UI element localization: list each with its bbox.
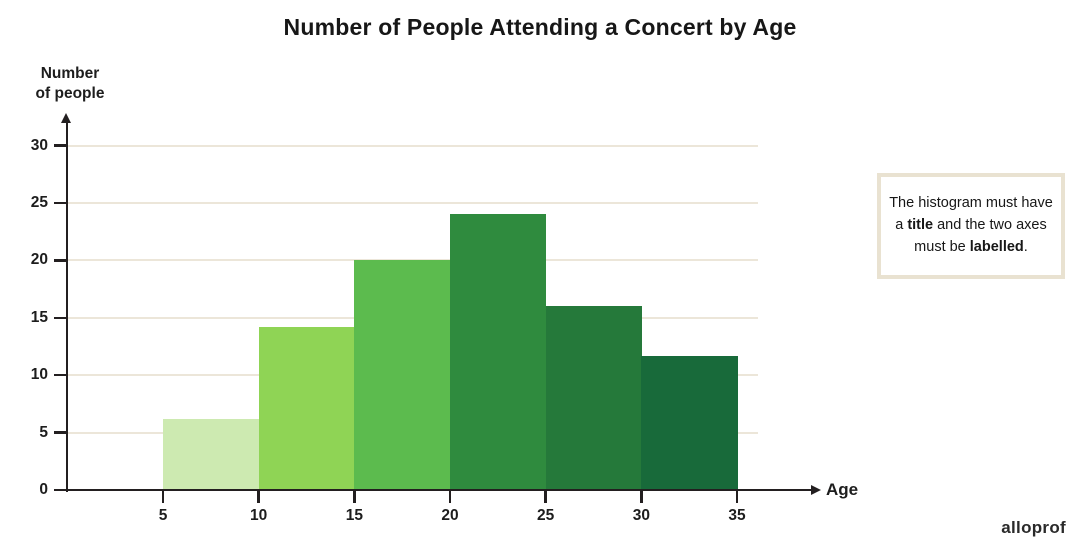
y-axis-line: [65, 122, 69, 492]
x-tick-label: 10: [250, 507, 268, 524]
x-tick-mark: [735, 491, 739, 503]
y-axis-arrow-icon: [61, 113, 72, 123]
y-tick-label: 0: [39, 481, 48, 498]
y-tick-mark: [54, 201, 67, 205]
chart-title: Number of People Attending a Concert by …: [283, 14, 797, 40]
y-tick-label: 5: [39, 423, 48, 441]
x-axis-label: Age: [826, 480, 859, 499]
y-axis-label: Number of people: [20, 64, 120, 105]
y-tick-mark: [54, 259, 67, 262]
x-tick-mark: [544, 491, 547, 503]
gridline: [67, 144, 758, 147]
y-tick-label: 10: [30, 366, 48, 384]
y-tick-label: 15: [30, 308, 48, 326]
x-tick-mark: [448, 491, 452, 503]
x-tick-mark: [161, 491, 165, 503]
x-tick-label: 25: [537, 507, 555, 524]
y-tick-label: 20: [30, 251, 48, 269]
x-tick-mark: [353, 491, 356, 503]
y-tick-mark: [54, 488, 67, 492]
x-tick-label: 15: [345, 507, 363, 524]
x-axis-arrow-icon: [811, 484, 821, 495]
y-tick-label: 30: [30, 136, 48, 154]
histogram-bar: [354, 260, 451, 490]
y-axis-label-line1: Number: [40, 65, 100, 82]
y-tick-mark: [54, 431, 67, 434]
histogram-bar: [163, 418, 260, 490]
y-tick-mark: [54, 373, 67, 377]
x-tick-label: 5: [158, 507, 168, 524]
histogram-bar: [641, 355, 738, 490]
histogram-bar: [545, 306, 642, 490]
y-tick-label: 25: [30, 194, 48, 211]
histogram-bar: [258, 326, 355, 490]
y-tick-mark: [54, 144, 67, 147]
note-text: The histogram must have a title and the …: [889, 195, 1053, 255]
x-axis-line: [65, 488, 811, 492]
histogram-bar: [450, 214, 547, 490]
y-tick-mark: [54, 316, 67, 320]
x-tick-label: 20: [441, 507, 459, 524]
x-tick-label: 35: [728, 507, 746, 524]
x-tick-mark: [257, 491, 260, 503]
gridline: [67, 202, 758, 204]
note-box: The histogram must have a title and the …: [877, 173, 1065, 279]
x-tick-label: 30: [632, 507, 650, 524]
alloprof-logo: alloprof: [1001, 518, 1066, 537]
x-tick-mark: [640, 491, 643, 503]
y-axis-label-line2: of people: [35, 85, 105, 103]
